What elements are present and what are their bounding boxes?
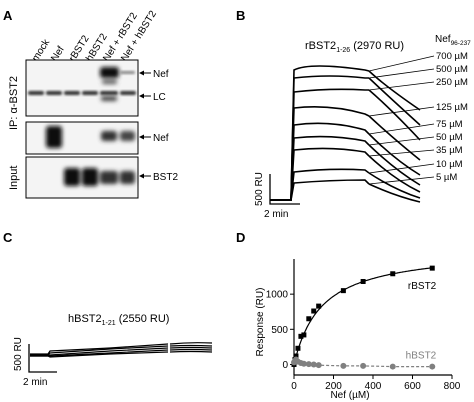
- conc-label: 10 µM: [436, 159, 463, 170]
- ip-label: IP: α-BST2: [8, 76, 20, 130]
- conc-label: 125 µM: [436, 102, 468, 113]
- x-tick-label: 600: [404, 381, 421, 392]
- band-label-nef-input: Nef: [153, 133, 169, 144]
- panel-d: D Response (RU) Nef (µM) 0 500 1000 0 200 400…: [236, 230, 461, 401]
- input-label: Input: [8, 166, 20, 190]
- panel-a-label: A: [3, 8, 13, 23]
- data-point-hbst2: [315, 362, 322, 369]
- data-point-rbst2: [298, 333, 304, 339]
- data-point-hbst2: [360, 362, 367, 369]
- conc-label: 700 µM: [436, 51, 468, 62]
- panel-a: A mock Nef rBST2 hBST2 Nef + rBST2 Nef +…: [3, 8, 178, 199]
- data-point-rbst2: [301, 332, 307, 338]
- y-axis-label: Response (RU): [255, 288, 266, 357]
- scale-x-b: 2 min: [264, 209, 288, 220]
- data-point-rbst2: [340, 288, 346, 294]
- x-tick-label: 800: [444, 381, 461, 392]
- data-point-rbst2: [293, 353, 299, 359]
- series-label: rBST2: [408, 281, 437, 292]
- data-point-hbst2: [310, 361, 317, 368]
- x-axis-label: Nef (µM): [330, 390, 369, 401]
- ip-blot: [25, 59, 139, 117]
- legend-header-b: Nef96-237: [435, 34, 471, 47]
- panel-b: B rBST21-26 (2970 RU): [236, 8, 471, 220]
- scale-y-b: 500 RU: [254, 172, 265, 206]
- data-point-hbst2: [300, 360, 307, 367]
- data-point-rbst2: [360, 278, 366, 284]
- input-blot-nef: [25, 121, 139, 155]
- panel-c-title: hBST21-21 (2550 RU): [68, 313, 169, 327]
- band-label-nef-ip: Nef: [153, 69, 169, 80]
- input-blot-bst2: [25, 156, 139, 199]
- panel-d-label: D: [236, 230, 245, 245]
- scale-bar-b: 500 RU 2 min: [254, 172, 300, 220]
- sensorgram-traces-b: [270, 65, 421, 203]
- scale-bar-c: 500 RU 2 min: [13, 337, 57, 388]
- sensorgram-traces-c: [30, 342, 213, 358]
- panel-c: C hBST21-21 (2550 RU) 500 RU 2 min: [3, 230, 213, 388]
- data-point-rbst2: [306, 316, 312, 322]
- y-tick-label: 1000: [266, 290, 289, 301]
- conc-label: 500 µM: [436, 64, 468, 75]
- conc-label: 5 µM: [436, 172, 457, 183]
- data-point-rbst2: [295, 345, 301, 351]
- panel-b-title: rBST21-26 (2970 RU): [305, 40, 404, 54]
- y-tick-label: 500: [271, 325, 288, 336]
- y-tick-label: 0: [282, 360, 288, 371]
- x-tick-label: 200: [325, 381, 342, 392]
- band-label-bst2: BST2: [153, 172, 178, 183]
- panel-b-label: B: [236, 8, 245, 23]
- input-band-markers: Nef BST2: [139, 133, 178, 183]
- x-tick-label: 0: [291, 381, 297, 392]
- scale-y-c: 500 RU: [13, 337, 24, 371]
- data-point-hbst2: [305, 361, 312, 368]
- conc-label: 75 µM: [436, 119, 463, 130]
- data-point-rbst2: [390, 271, 396, 277]
- chart-d: 0 500 1000 0 200 400 600 800 rBST2 hBST2: [266, 259, 461, 392]
- data-point-rbst2: [311, 308, 317, 314]
- x-tick-label: 400: [365, 381, 382, 392]
- band-label-lc: LC: [153, 92, 166, 103]
- series-label: hBST2: [406, 351, 437, 362]
- data-point-hbst2: [389, 363, 396, 370]
- data-point-hbst2: [340, 362, 347, 369]
- conc-label: 50 µM: [436, 132, 463, 143]
- data-point-hbst2: [429, 363, 436, 370]
- data-point-rbst2: [316, 303, 322, 309]
- concentration-labels: 700 µM 500 µM 250 µM 125 µM 75 µM 50 µM …: [436, 51, 468, 183]
- conc-label: 35 µM: [436, 145, 463, 156]
- legend-leaders-b: [368, 55, 435, 185]
- conc-label: 250 µM: [436, 77, 468, 88]
- data-point-rbst2: [429, 265, 435, 271]
- ip-band-markers: Nef LC: [139, 69, 169, 103]
- panel-c-label: C: [3, 230, 13, 245]
- lane-labels: mock Nef rBST2 hBST2 Nef + rBST2 Nef + h…: [30, 9, 159, 64]
- scale-x-c: 2 min: [23, 377, 47, 388]
